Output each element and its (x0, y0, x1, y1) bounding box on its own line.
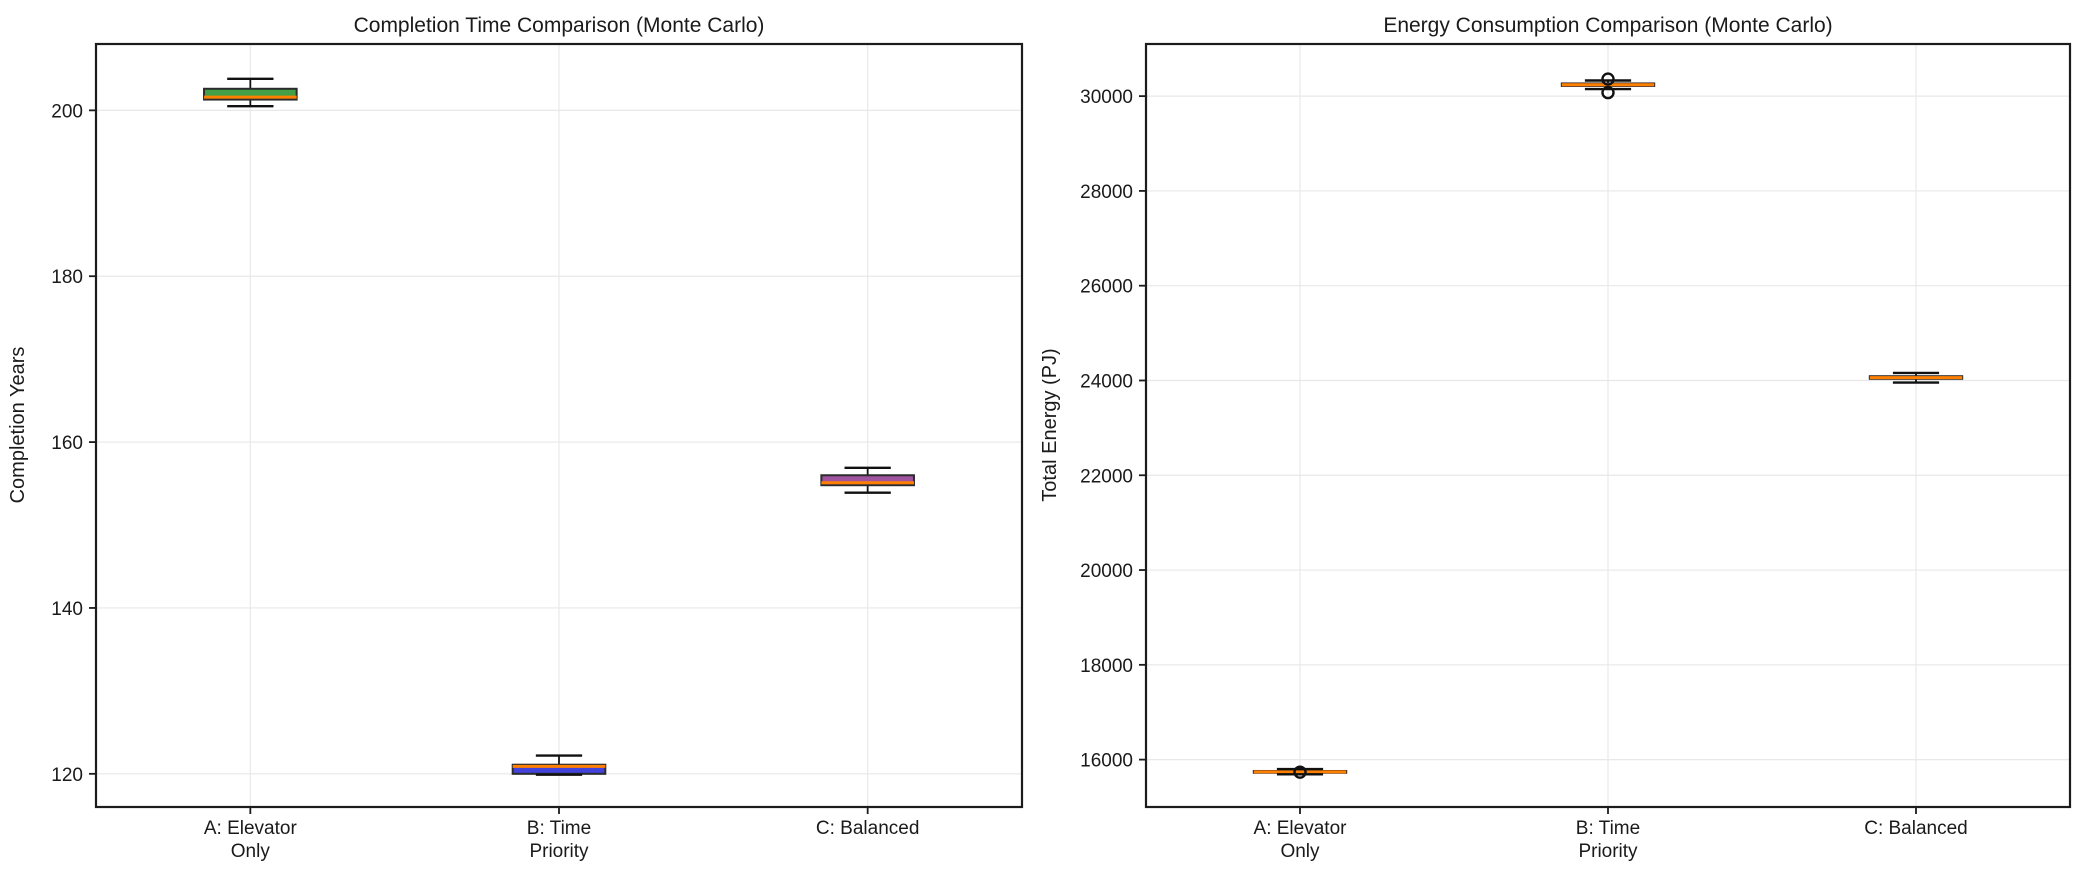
y-tick-label: 26000 (1080, 277, 1133, 298)
y-tick-label: 20000 (1080, 561, 1133, 582)
box-iqr (820, 474, 915, 487)
y-tick-label: 140 (51, 599, 83, 620)
plot-spines (94, 42, 1024, 809)
x-tick-label: A: Elevator (1254, 818, 1348, 839)
box-iqr (203, 87, 298, 101)
x-tick-label: Only (231, 841, 271, 862)
outlier-point (1601, 85, 1615, 100)
y-tick-label: 120 (51, 765, 83, 786)
x-tick-label: Priority (529, 841, 589, 862)
energy-consumption-chart: 16000 18000 20000 22000 24000 26000 28000 30000… (1042, 0, 2085, 878)
x-tick-label: A: Elevator (204, 818, 298, 839)
y-tick-label: 160 (51, 433, 83, 454)
completion-time-chart: 120 140 160 180 200 A: Elevator Only B: Time Pri… (0, 0, 1042, 878)
x-tick-label: B: Time (527, 818, 591, 839)
outlier-point (1293, 765, 1307, 779)
x-tick-label: C: Balanced (816, 818, 920, 839)
y-tick-label: 30000 (1080, 87, 1133, 108)
chart-title-completion-time: Completion Time Comparison (Monte Carlo) (354, 14, 765, 37)
x-tick-label: Only (1280, 841, 1320, 862)
y-tick-label: 200 (51, 101, 83, 122)
x-tick-label: B: Time (1576, 818, 1640, 839)
y-tick-label: 16000 (1080, 751, 1133, 772)
x-tick-label: C: Balanced (1864, 818, 1968, 839)
outlier-point (1601, 72, 1615, 86)
y-tick-label: 28000 (1080, 182, 1133, 203)
y-tick-label: 18000 (1080, 656, 1133, 677)
y-tick-label: 180 (51, 267, 83, 288)
y-tick-label: 22000 (1080, 466, 1133, 487)
plot-spines (1144, 42, 2072, 809)
y-axis-label-completion-years: Completion Years (7, 347, 29, 504)
energy-consumption-boxplot-svg: 16000 18000 20000 22000 24000 26000 28000 30000… (1042, 14, 2072, 862)
chart-title-energy-consumption: Energy Consumption Comparison (Monte Car… (1383, 14, 1832, 37)
x-tick-label: Priority (1578, 841, 1638, 862)
y-tick-label: 24000 (1080, 371, 1133, 392)
y-axis-label-total-energy: Total Energy (PJ) (1042, 348, 1061, 501)
